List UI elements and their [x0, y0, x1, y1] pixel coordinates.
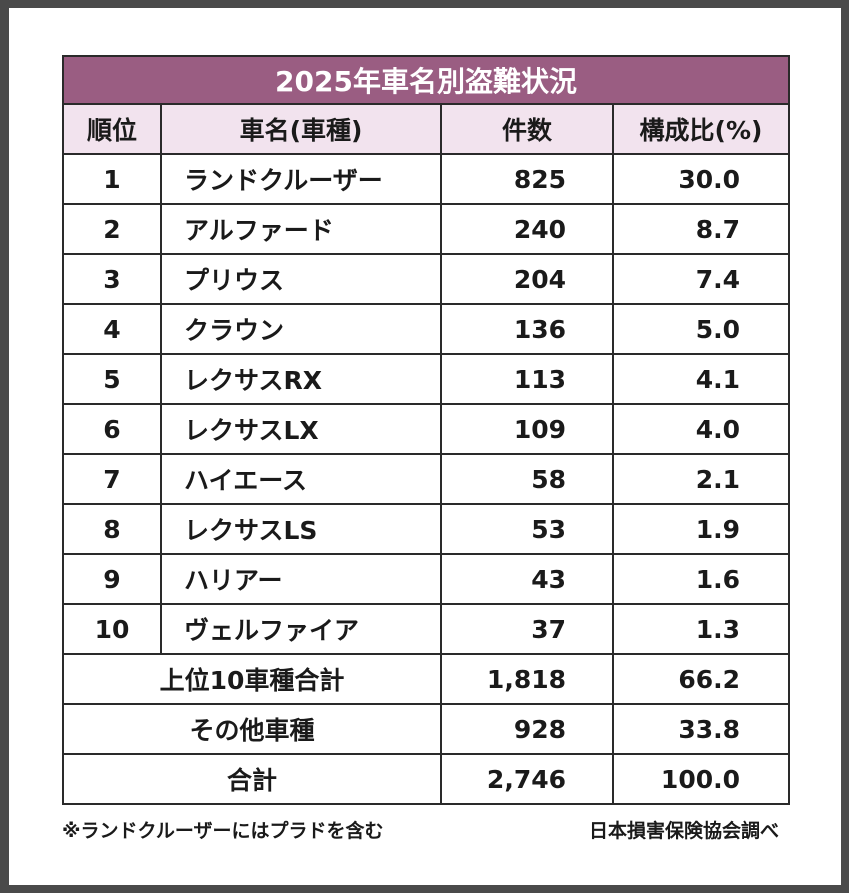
table-row: 4 クラウン 136 5.0	[62, 303, 790, 355]
count-cell: 825	[440, 153, 614, 205]
header-row: 順位 車名(車種) 件数 構成比(%)	[62, 103, 790, 155]
ratio-cell: 5.0	[612, 303, 790, 355]
rank-cell: 6	[62, 403, 162, 455]
table-row: 7 ハイエース 58 2.1	[62, 453, 790, 505]
name-cell: ハイエース	[160, 453, 442, 505]
name-cell: プリウス	[160, 253, 442, 305]
rank-cell: 10	[62, 603, 162, 655]
ratio-cell: 30.0	[612, 153, 790, 205]
count-cell: 37	[440, 603, 614, 655]
count-cell: 240	[440, 203, 614, 255]
summary-row-others: その他車種 928 33.8	[62, 703, 790, 755]
ratio-cell: 4.0	[612, 403, 790, 455]
name-cell: アルファード	[160, 203, 442, 255]
rank-cell: 3	[62, 253, 162, 305]
name-cell: ハリアー	[160, 553, 442, 605]
rank-cell: 7	[62, 453, 162, 505]
count-cell: 58	[440, 453, 614, 505]
ratio-cell: 2.1	[612, 453, 790, 505]
rank-cell: 2	[62, 203, 162, 255]
summary-row-top10: 上位10車種合計 1,818 66.2	[62, 653, 790, 705]
name-cell: クラウン	[160, 303, 442, 355]
count-cell: 53	[440, 503, 614, 555]
ratio-cell: 8.7	[612, 203, 790, 255]
header-rank: 順位	[62, 103, 162, 155]
summary-ratio: 100.0	[612, 753, 790, 805]
rank-cell: 9	[62, 553, 162, 605]
header-ratio: 構成比(%)	[612, 103, 790, 155]
summary-label: 合計	[62, 753, 442, 805]
table-row: 3 プリウス 204 7.4	[62, 253, 790, 305]
header-count: 件数	[440, 103, 614, 155]
summary-ratio: 66.2	[612, 653, 790, 705]
ratio-cell: 1.3	[612, 603, 790, 655]
ratio-cell: 1.9	[612, 503, 790, 555]
summary-count: 2,746	[440, 753, 614, 805]
name-cell: レクサスLX	[160, 403, 442, 455]
ratio-cell: 1.6	[612, 553, 790, 605]
table-row: 9 ハリアー 43 1.6	[62, 553, 790, 605]
theft-statistics-table: 2025年車名別盗難状況 順位 車名(車種) 件数 構成比(%) 1 ランドクルー…	[62, 55, 790, 805]
table-row: 10 ヴェルファイア 37 1.3	[62, 603, 790, 655]
name-cell: ヴェルファイア	[160, 603, 442, 655]
rank-cell: 1	[62, 153, 162, 205]
rank-cell: 4	[62, 303, 162, 355]
document-page: 2025年車名別盗難状況 順位 車名(車種) 件数 構成比(%) 1 ランドクルー…	[9, 8, 841, 885]
summary-label: 上位10車種合計	[62, 653, 442, 705]
summary-label: その他車種	[62, 703, 442, 755]
count-cell: 109	[440, 403, 614, 455]
table-row: 5 レクサスRX 113 4.1	[62, 353, 790, 405]
rank-cell: 8	[62, 503, 162, 555]
count-cell: 204	[440, 253, 614, 305]
summary-count: 1,818	[440, 653, 614, 705]
summary-row-total: 合計 2,746 100.0	[62, 753, 790, 805]
rank-cell: 5	[62, 353, 162, 405]
name-cell: レクサスRX	[160, 353, 442, 405]
table-row: 6 レクサスLX 109 4.0	[62, 403, 790, 455]
table-row: 1 ランドクルーザー 825 30.0	[62, 153, 790, 205]
count-cell: 113	[440, 353, 614, 405]
footnote: ※ランドクルーザーにはプラドを含む	[62, 820, 384, 842]
ratio-cell: 7.4	[612, 253, 790, 305]
name-cell: ランドクルーザー	[160, 153, 442, 205]
count-cell: 43	[440, 553, 614, 605]
title-row: 2025年車名別盗難状況	[62, 55, 790, 105]
source-credit: 日本損害保険協会調べ	[588, 820, 779, 842]
table-row: 8 レクサスLS 53 1.9	[62, 503, 790, 555]
summary-count: 928	[440, 703, 614, 755]
header-name: 車名(車種)	[160, 103, 442, 155]
ratio-cell: 4.1	[612, 353, 790, 405]
count-cell: 136	[440, 303, 614, 355]
summary-ratio: 33.8	[612, 703, 790, 755]
table-title: 2025年車名別盗難状況	[62, 55, 790, 105]
name-cell: レクサスLS	[160, 503, 442, 555]
table-row: 2 アルファード 240 8.7	[62, 203, 790, 255]
